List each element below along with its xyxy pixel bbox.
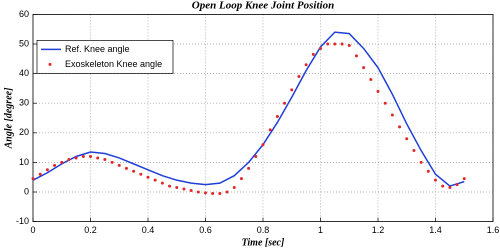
- data-point: [398, 125, 402, 129]
- data-point: [124, 166, 128, 170]
- y-tick-label: 60: [19, 9, 29, 19]
- data-point: [275, 115, 279, 119]
- y-tick-label: 20: [19, 127, 29, 137]
- data-point: [182, 187, 186, 191]
- data-point: [38, 172, 42, 176]
- data-point: [232, 186, 236, 190]
- legend-box: [36, 40, 174, 74]
- data-point: [311, 52, 315, 56]
- data-point: [354, 54, 358, 58]
- x-tick-label: 0.2: [84, 225, 97, 235]
- y-tick-label: 0: [24, 186, 29, 196]
- data-point: [132, 169, 136, 173]
- data-point: [448, 186, 452, 190]
- data-point: [362, 66, 366, 70]
- data-point: [455, 183, 459, 187]
- data-point: [189, 189, 193, 193]
- data-point: [110, 160, 114, 164]
- data-point: [60, 160, 64, 164]
- data-point: [168, 184, 172, 188]
- y-tick-label: -10: [16, 216, 29, 226]
- data-point: [261, 143, 265, 147]
- data-point: [441, 184, 445, 188]
- data-point: [333, 42, 337, 46]
- chart-title: Open Loop Knee Joint Position: [192, 0, 334, 12]
- data-point: [326, 42, 330, 46]
- data-point: [376, 89, 380, 93]
- data-point: [239, 177, 243, 181]
- y-axis-label: Angle [degree]: [3, 87, 14, 149]
- data-point: [196, 190, 200, 194]
- data-point: [462, 177, 466, 181]
- data-point: [254, 154, 258, 158]
- data-point: [31, 177, 35, 181]
- y-tick-label: 40: [19, 68, 29, 78]
- data-point: [45, 168, 49, 172]
- x-axis-label: Time [sec]: [242, 237, 285, 248]
- data-point: [225, 190, 229, 194]
- data-point: [283, 101, 287, 105]
- data-point: [53, 163, 57, 167]
- x-tick-label: 1.6: [487, 225, 500, 235]
- data-point: [419, 160, 423, 164]
- data-point: [175, 186, 179, 190]
- data-point: [211, 191, 215, 195]
- data-point: [146, 175, 150, 179]
- data-point: [218, 191, 222, 195]
- data-point: [340, 42, 344, 46]
- legend-label: Exoskeleton Knee angle: [65, 59, 162, 69]
- data-point: [96, 156, 100, 160]
- data-point: [290, 88, 294, 92]
- data-point: [103, 157, 107, 161]
- x-tick-label: 0.8: [257, 225, 270, 235]
- legend-marker: [48, 62, 52, 66]
- data-point: [390, 113, 394, 117]
- data-point: [160, 181, 164, 185]
- x-tick-label: 1.4: [429, 225, 442, 235]
- y-tick-label: 50: [19, 38, 29, 48]
- x-tick-label: 0.6: [199, 225, 212, 235]
- y-tick-label: 10: [19, 157, 29, 167]
- data-point: [117, 163, 121, 167]
- data-point: [347, 43, 351, 47]
- data-point: [405, 137, 409, 141]
- data-point: [383, 101, 387, 105]
- data-point: [319, 46, 322, 50]
- data-point: [297, 75, 301, 79]
- data-point: [304, 63, 308, 67]
- x-tick-label: 1: [318, 225, 323, 235]
- data-point: [268, 128, 272, 132]
- data-point: [67, 157, 71, 161]
- legend-label: Ref. Knee angle: [65, 44, 130, 54]
- data-point: [153, 178, 157, 182]
- data-point: [412, 149, 416, 153]
- data-point: [89, 154, 92, 158]
- y-tick-label: 30: [19, 98, 29, 108]
- data-point: [81, 154, 85, 158]
- data-line: [32, 31, 465, 187]
- data-point: [369, 78, 373, 82]
- data-point: [139, 172, 143, 176]
- data-point: [426, 169, 430, 173]
- plot-frame: [32, 13, 494, 222]
- data-point: [74, 156, 78, 160]
- x-tick-label: 0.4: [142, 225, 155, 235]
- x-tick-label: 1.2: [372, 225, 385, 235]
- data-point: [247, 166, 251, 170]
- data-point: [434, 178, 437, 182]
- data-point: [204, 191, 207, 195]
- x-tick-label: 0: [30, 225, 35, 235]
